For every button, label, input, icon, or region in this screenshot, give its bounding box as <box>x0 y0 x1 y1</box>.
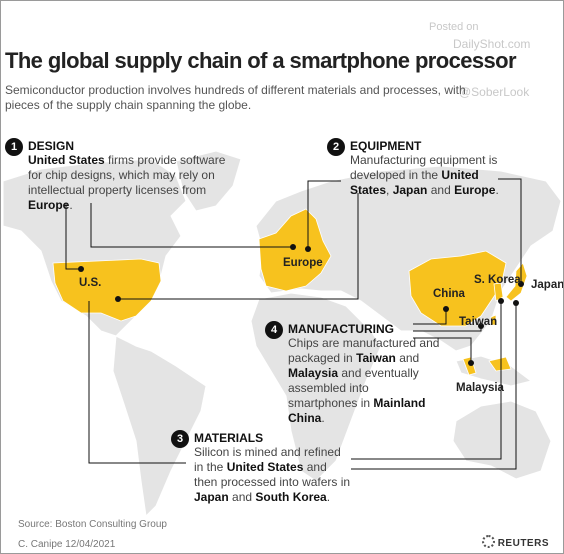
connector <box>307 180 341 249</box>
text-run: Malaysia <box>288 366 339 380</box>
se-asia <box>455 355 533 387</box>
step: 1 DESIGN United States firms provide softw… <box>5 138 230 213</box>
text-run: and <box>228 490 256 504</box>
step-number: 2 <box>327 138 345 156</box>
connector <box>498 178 522 284</box>
text-run: Europe <box>454 183 496 197</box>
step: 3 MATERIALS Silicon is mined and refined i… <box>171 430 351 505</box>
highlighted-countries <box>52 208 528 376</box>
map-label: China <box>433 288 465 300</box>
korea-shape <box>493 282 504 302</box>
subtitle: Semiconductor production involves hundre… <box>5 83 466 112</box>
text-run: United States <box>350 168 479 197</box>
source: Source: Boston Consulting Group <box>18 519 167 530</box>
text-run: firms provide software for chip designs,… <box>28 153 226 197</box>
step-heading: MANUFACTURING <box>288 322 394 336</box>
dot <box>498 298 504 304</box>
step: 2 EQUIPMENT Manufacturing equipment is dev… <box>327 138 507 198</box>
map-label: Europe <box>283 257 323 269</box>
step-body: United States firms provide software for… <box>20 153 230 213</box>
connector <box>90 203 293 248</box>
connector <box>88 301 186 464</box>
connector <box>65 203 81 270</box>
africa <box>250 292 382 482</box>
text-run: . <box>495 183 499 197</box>
text-run: and <box>395 351 420 365</box>
step-heading: DESIGN <box>28 139 75 153</box>
text-run: Taiwan <box>356 351 396 365</box>
us-shape <box>52 258 162 322</box>
watermark: @SoberLook <box>459 85 530 99</box>
text-run: and then processed into wafers in <box>194 460 351 489</box>
text-run: . <box>321 411 325 425</box>
dot <box>518 281 524 287</box>
map-label: U.S. <box>79 277 102 289</box>
greenland <box>175 150 242 212</box>
text-run: Chips are manufactured and packaged in <box>288 336 440 365</box>
connector <box>118 193 359 300</box>
step-heading: MATERIALS <box>194 431 264 445</box>
map-label: Malaysia <box>456 382 504 394</box>
text-run: and <box>427 183 455 197</box>
connector <box>351 303 517 470</box>
step-body: Manufacturing equipment is developed in … <box>342 153 507 198</box>
step-number: 4 <box>265 321 283 339</box>
connector <box>413 337 472 363</box>
dots <box>78 244 524 366</box>
watermark: DailyShot.com <box>453 37 531 51</box>
map-label: Japan <box>531 279 564 291</box>
step-number: 1 <box>5 138 23 156</box>
watermark: Posted on <box>429 21 479 33</box>
dot <box>478 323 484 329</box>
logo: REUTERS <box>482 535 549 549</box>
text-run: . <box>326 490 331 504</box>
map-label: Taiwan <box>459 316 498 328</box>
title: The global supply chain of a smartphone … <box>5 48 517 73</box>
taiwan-shape <box>490 314 497 326</box>
text-run: . <box>69 198 73 212</box>
text-run: United States <box>28 153 105 167</box>
australia <box>452 400 552 480</box>
dot <box>78 266 84 272</box>
dot <box>305 246 311 252</box>
step-body: Silicon is mined and refined in the Unit… <box>186 445 351 505</box>
text-run: and eventually assembled into smartphone… <box>288 366 419 410</box>
text-run: Manufacturing equipment is developed in … <box>350 153 498 182</box>
step: 4 MANUFACTURING Chips are manufactured and… <box>265 321 440 426</box>
china-shape <box>408 250 507 327</box>
dot <box>290 244 296 250</box>
text-run: Mainland China <box>288 396 426 425</box>
connector <box>413 309 447 325</box>
text-run: South Korea <box>255 490 327 504</box>
connector <box>351 301 502 460</box>
connectors <box>65 178 522 470</box>
dot <box>513 300 519 306</box>
text-run: Japan <box>194 490 229 504</box>
south-america <box>112 335 207 518</box>
dot <box>443 306 449 312</box>
text-run: Japan <box>392 183 428 197</box>
step-number: 3 <box>171 430 189 448</box>
text-run: United States <box>226 460 304 474</box>
text-run: Europe <box>28 198 70 212</box>
dot <box>115 296 121 302</box>
malaysia-shape <box>462 356 512 376</box>
map-label: S. Korea <box>474 274 521 286</box>
text-run: Silicon is mined and refined in the <box>194 445 341 474</box>
step-body: Chips are manufactured and packaged in T… <box>280 336 440 426</box>
dot <box>468 360 474 366</box>
japan-shape <box>505 262 528 302</box>
europe-shape <box>258 208 332 292</box>
credit: C. Canipe 12/04/2021 <box>18 539 116 550</box>
text-run: , <box>386 183 393 197</box>
step-heading: EQUIPMENT <box>350 139 422 153</box>
